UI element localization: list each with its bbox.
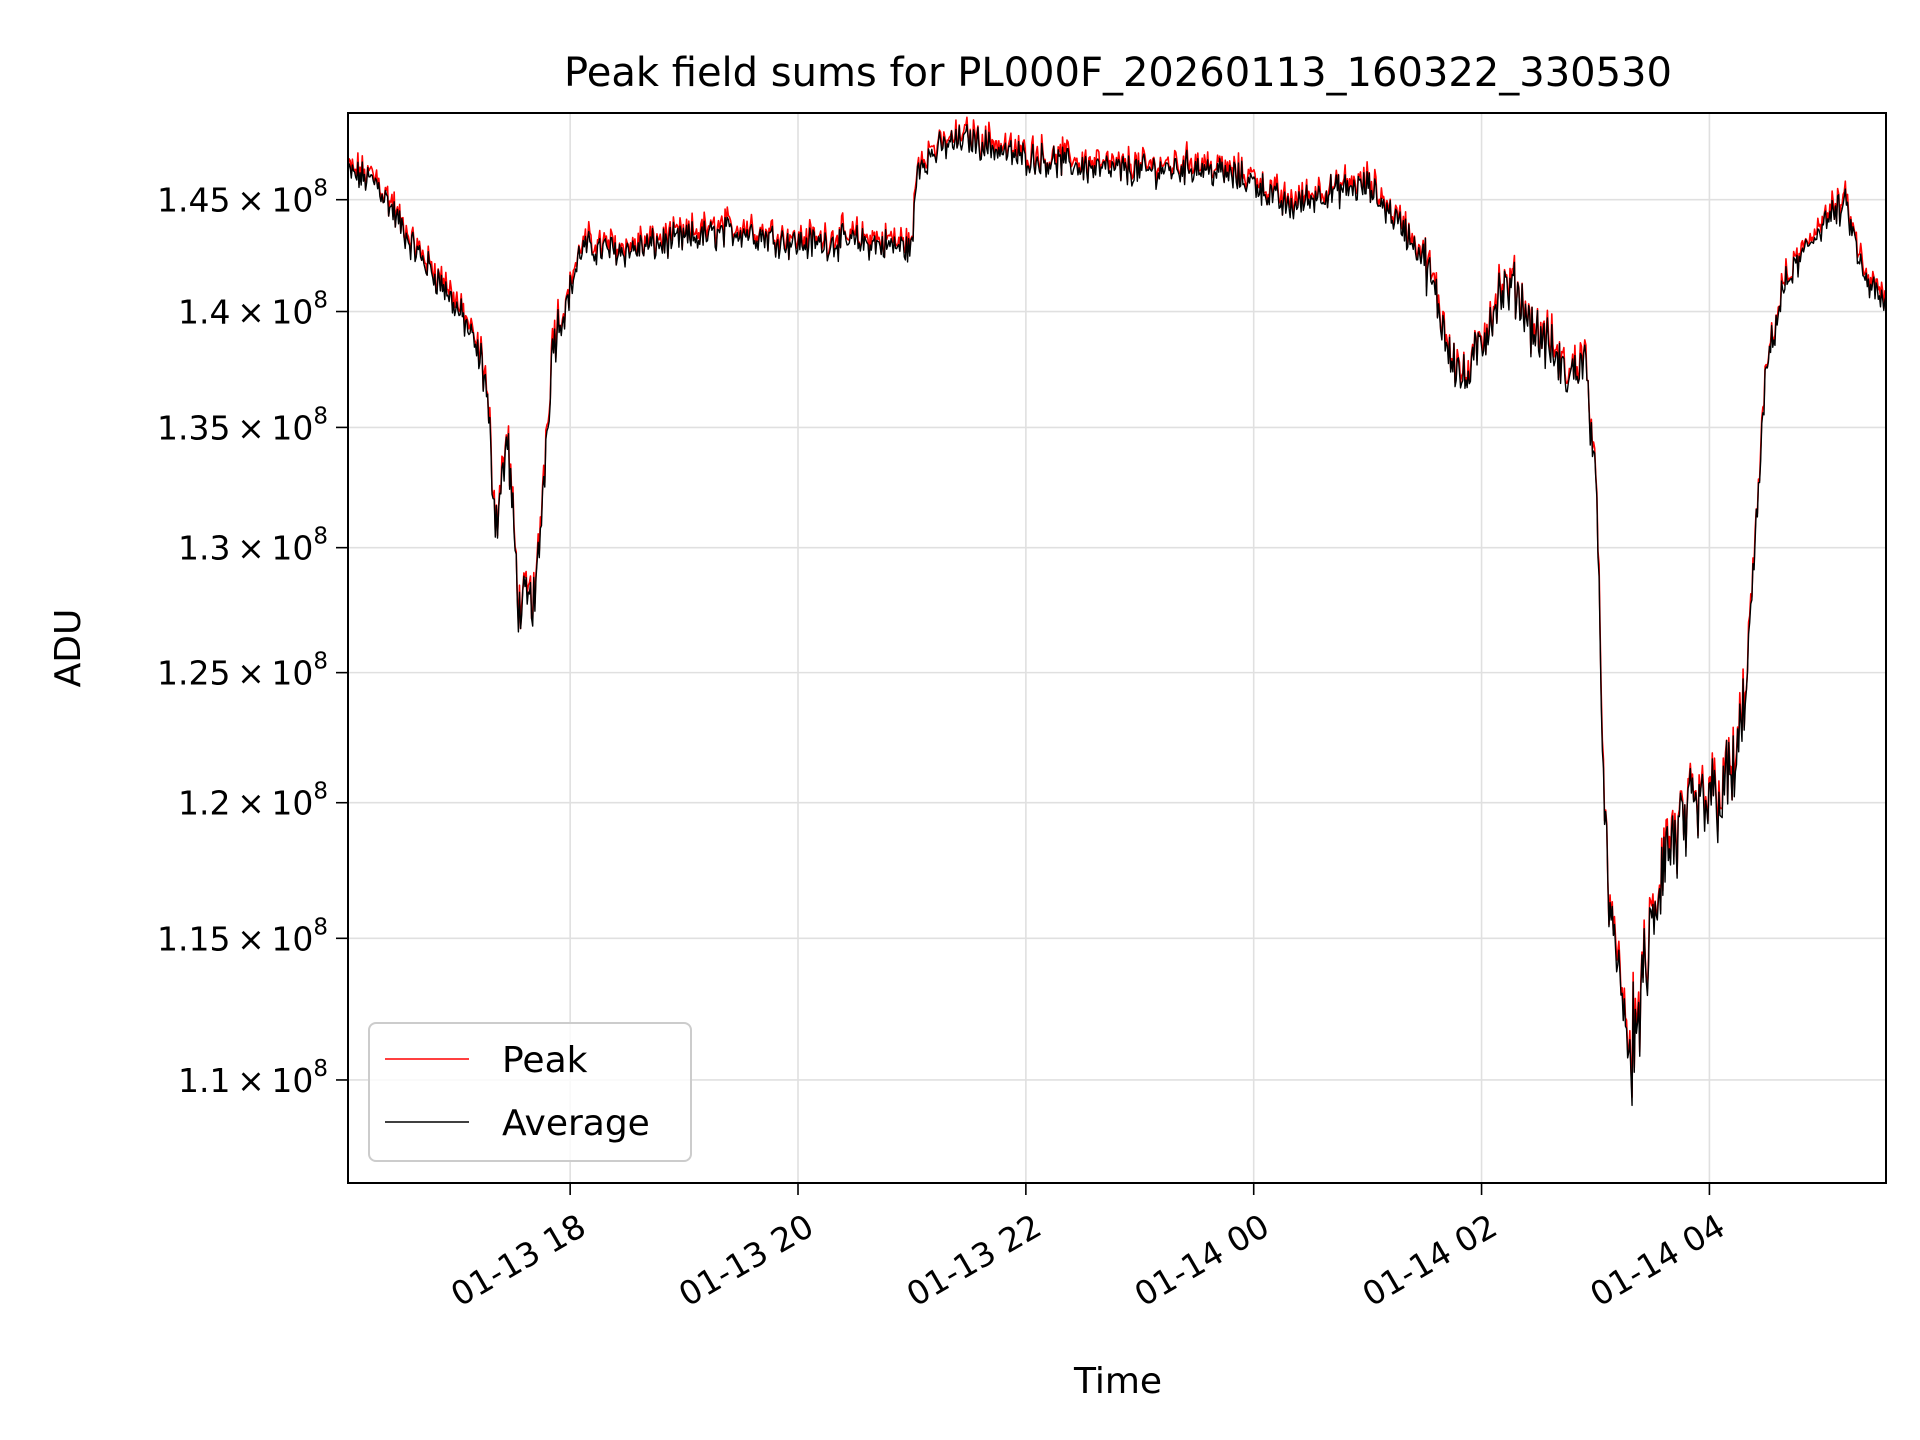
y-tick-label: 1.15 × 108: [157, 914, 328, 958]
y-tick-label: 1.45 × 108: [157, 176, 328, 220]
y-tick-label: 1.3 × 108: [178, 524, 328, 568]
y-axis-ticks: 1.1 × 108 1.15 × 108 1.2 × 108 1.25 × 108 1.…: [157, 176, 348, 1100]
y-tick-label: 1.2 × 108: [178, 779, 328, 823]
legend-label-average: Average: [502, 1103, 650, 1144]
legend-label-peak: Peak: [502, 1040, 588, 1081]
y-tick-label: 1.1 × 108: [178, 1056, 328, 1100]
chart-title: Peak field sums for PL000F_20260113_1603…: [564, 50, 1672, 96]
plot-series: [348, 116, 1886, 1107]
x-axis-label: Time: [1073, 1361, 1162, 1402]
plot-frame: [347, 112, 1887, 1184]
y-tick-label: 1.25 × 108: [157, 649, 328, 693]
y-tick-label: 1.35 × 108: [157, 403, 328, 447]
grid-lines: [348, 113, 1886, 1183]
series-line-average: [348, 124, 1886, 1107]
legend: Peak Average: [368, 1022, 692, 1162]
legend-box: [368, 1022, 692, 1162]
y-tick-label: 1.4 × 108: [178, 288, 328, 332]
y-axis-label: ADU: [48, 609, 89, 688]
